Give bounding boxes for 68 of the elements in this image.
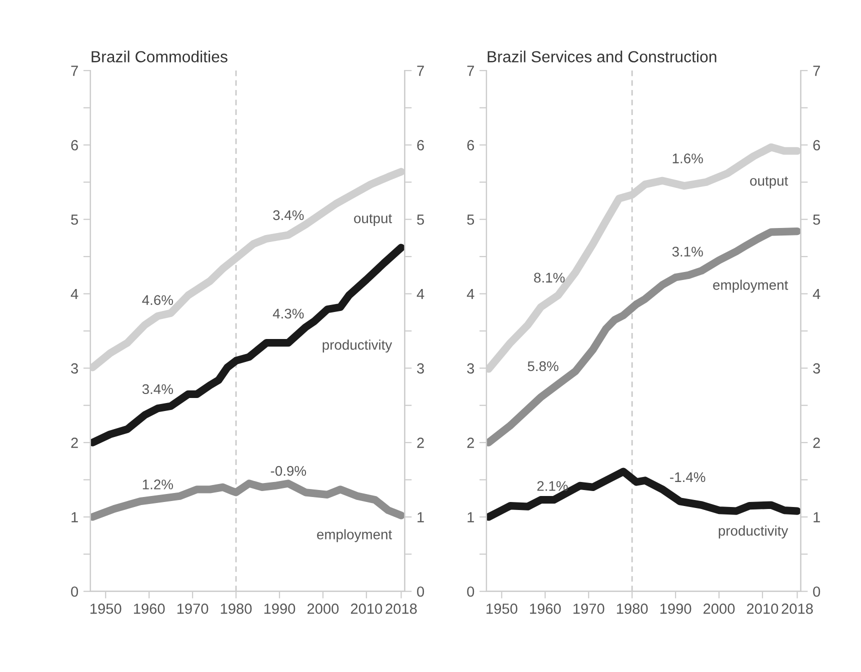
y-tick-label: 3 xyxy=(467,363,474,374)
annotation: 4.3% xyxy=(272,308,304,319)
annotation: -1.4% xyxy=(670,472,706,482)
y-tick-label: 5 xyxy=(467,214,474,225)
x-tick-label: 2018 xyxy=(386,604,417,614)
chart-title: Brazil Services and Construction xyxy=(488,50,716,62)
x-tick-label: 1950 xyxy=(486,604,518,614)
annotation: 2.1% xyxy=(537,481,568,491)
annotation: 1.6% xyxy=(672,154,703,164)
y-tick-label: 5 xyxy=(71,214,78,225)
y-tick-label: 7 xyxy=(71,66,78,76)
x-tick-label: 1980 xyxy=(616,604,648,614)
y2-tick-label: 3 xyxy=(417,363,424,374)
y-tick-label: 4 xyxy=(70,289,78,300)
series-label: employment xyxy=(317,529,392,542)
series-label: productivity xyxy=(718,526,788,538)
x-tick-label: 1970 xyxy=(574,604,604,614)
x-tick-label: 1990 xyxy=(660,604,692,614)
series-label: productivity xyxy=(322,340,392,353)
y2-tick-label: 7 xyxy=(417,66,424,76)
annotation: 5.8% xyxy=(528,361,558,372)
x-tick-label: 1950 xyxy=(90,604,122,614)
y2-tick-label: 2 xyxy=(417,438,424,448)
series-label: employment xyxy=(713,280,788,293)
series-label: output xyxy=(750,176,788,188)
x-tick-label: 2010 xyxy=(746,604,778,614)
y-tick-label: 6 xyxy=(467,140,474,150)
x-tick-label: 1960 xyxy=(530,604,561,614)
y2-tick-label: 6 xyxy=(813,140,820,150)
y-tick-label: 2 xyxy=(467,438,474,448)
y2-tick-label: 0 xyxy=(813,586,820,597)
y-tick-label: 7 xyxy=(467,66,474,76)
y2-tick-label: 1 xyxy=(418,512,424,522)
x-tick-label: 1970 xyxy=(177,604,208,614)
y-tick-label: 1 xyxy=(468,512,474,522)
y-tick-label: 3 xyxy=(71,363,78,374)
x-tick-label: 2018 xyxy=(782,604,813,614)
y2-tick-label: 4 xyxy=(416,289,424,300)
chart-title: Brazil Commodities xyxy=(92,50,228,62)
annotation: 3.4% xyxy=(273,210,304,220)
x-tick-label: 2000 xyxy=(307,604,339,614)
x-tick-label: 1960 xyxy=(134,604,165,614)
y2-tick-label: 6 xyxy=(417,140,424,150)
y2-tick-label: 5 xyxy=(813,214,820,225)
y-tick-label: 1 xyxy=(72,512,78,522)
x-tick-label: 2000 xyxy=(704,604,735,614)
y-tick-label: 6 xyxy=(71,140,78,150)
annotation: 3.4% xyxy=(142,384,173,394)
annotation: 3.1% xyxy=(672,246,703,257)
y2-tick-label: 2 xyxy=(813,438,820,448)
y2-tick-label: 7 xyxy=(813,66,820,76)
y2-tick-label: 0 xyxy=(417,586,424,597)
y-tick-label: 2 xyxy=(71,438,78,448)
annotation: -0.9% xyxy=(270,466,306,476)
x-tick-label: 1990 xyxy=(264,604,296,614)
y2-tick-label: 5 xyxy=(417,214,424,225)
y-tick-label: 0 xyxy=(71,586,78,597)
x-tick-label: 1980 xyxy=(220,604,252,614)
annotation: 8.1% xyxy=(534,272,565,283)
y2-tick-label: 1 xyxy=(814,512,820,522)
y2-tick-label: 3 xyxy=(813,363,820,374)
y-tick-label: 4 xyxy=(466,289,474,300)
y-tick-label: 0 xyxy=(467,586,474,597)
annotation: 4.6% xyxy=(142,295,173,306)
annotation: 1.2% xyxy=(142,480,173,490)
series-label: output xyxy=(354,214,392,226)
y2-tick-label: 4 xyxy=(812,289,820,300)
x-tick-label: 2010 xyxy=(350,604,382,614)
